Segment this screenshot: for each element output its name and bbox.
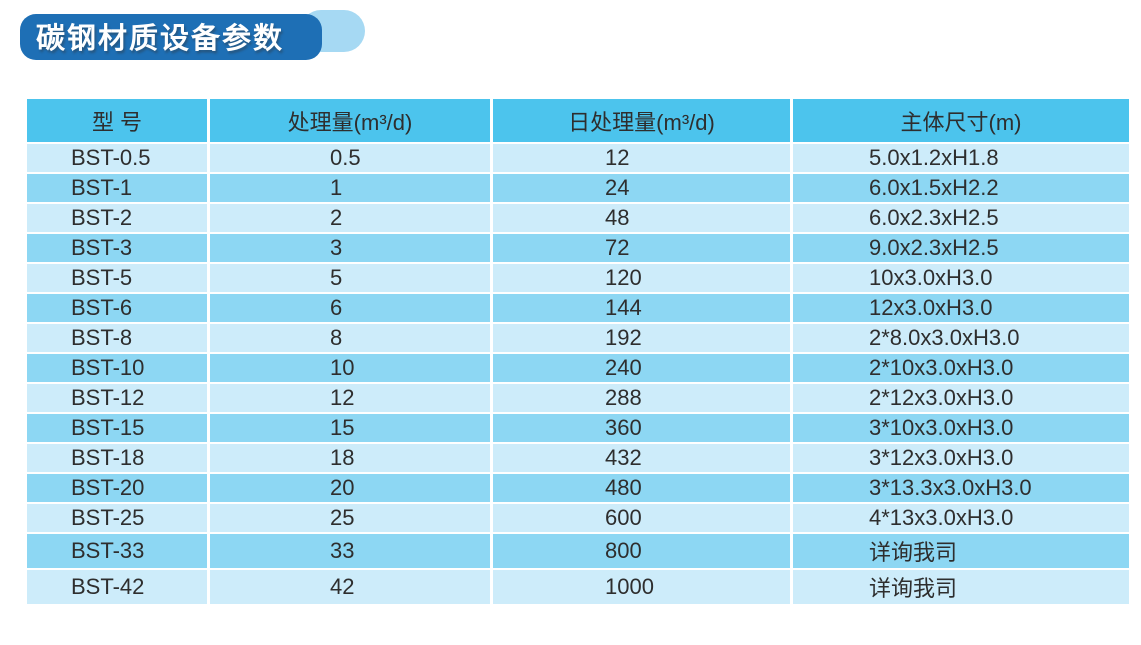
cell-capacity: 5: [207, 262, 493, 294]
cell-daily: 24: [490, 172, 793, 204]
column-header-model: 型 号: [24, 97, 210, 144]
spec-table: 型 号 处理量(m³/d) 日处理量(m³/d) 主体尺寸(m) BST-0.5…: [24, 97, 1132, 606]
cell-capacity: 1: [207, 172, 493, 204]
cell-model: BST-1: [24, 172, 210, 204]
page-title: 碳钢材质设备参数: [20, 14, 322, 60]
table-row: BST-20 20 480 3*13.3x3.0xH3.0: [24, 472, 1132, 504]
table-row: BST-12 12 288 2*12x3.0xH3.0: [24, 382, 1132, 414]
cell-daily: 480: [490, 472, 793, 504]
cell-capacity: 33: [207, 532, 493, 570]
cell-size: 2*10x3.0xH3.0: [790, 352, 1132, 384]
cell-capacity: 0.5: [207, 142, 493, 174]
cell-size: 9.0x2.3xH2.5: [790, 232, 1132, 264]
cell-size: 2*8.0x3.0xH3.0: [790, 322, 1132, 354]
cell-daily: 1000: [490, 568, 793, 606]
cell-capacity: 42: [207, 568, 493, 606]
cell-size: 3*10x3.0xH3.0: [790, 412, 1132, 444]
cell-size: 12x3.0xH3.0: [790, 292, 1132, 324]
cell-model: BST-2: [24, 202, 210, 234]
column-header-size: 主体尺寸(m): [790, 97, 1132, 144]
cell-capacity: 8: [207, 322, 493, 354]
cell-model: BST-33: [24, 532, 210, 570]
column-header-daily: 日处理量(m³/d): [490, 97, 793, 144]
table-row: BST-3 3 72 9.0x2.3xH2.5: [24, 232, 1132, 264]
table-row: BST-33 33 800 详询我司: [24, 532, 1132, 570]
cell-model: BST-5: [24, 262, 210, 294]
table-row: BST-5 5 120 10x3.0xH3.0: [24, 262, 1132, 294]
table-row: BST-2 2 48 6.0x2.3xH2.5: [24, 202, 1132, 234]
cell-size: 6.0x1.5xH2.2: [790, 172, 1132, 204]
table-row: BST-15 15 360 3*10x3.0xH3.0: [24, 412, 1132, 444]
cell-daily: 360: [490, 412, 793, 444]
cell-capacity: 12: [207, 382, 493, 414]
cell-capacity: 20: [207, 472, 493, 504]
cell-daily: 72: [490, 232, 793, 264]
column-header-capacity: 处理量(m³/d): [207, 97, 493, 144]
table-row: BST-10 10 240 2*10x3.0xH3.0: [24, 352, 1132, 384]
cell-daily: 120: [490, 262, 793, 294]
cell-model: BST-12: [24, 382, 210, 414]
table-row: BST-8 8 192 2*8.0x3.0xH3.0: [24, 322, 1132, 354]
cell-model: BST-10: [24, 352, 210, 384]
cell-daily: 800: [490, 532, 793, 570]
cell-daily: 12: [490, 142, 793, 174]
cell-size: 5.0x1.2xH1.8: [790, 142, 1132, 174]
cell-model: BST-15: [24, 412, 210, 444]
cell-size: 6.0x2.3xH2.5: [790, 202, 1132, 234]
cell-daily: 288: [490, 382, 793, 414]
cell-daily: 144: [490, 292, 793, 324]
cell-size: 详询我司: [790, 532, 1132, 570]
cell-capacity: 2: [207, 202, 493, 234]
table-row: BST-1 1 24 6.0x1.5xH2.2: [24, 172, 1132, 204]
cell-daily: 48: [490, 202, 793, 234]
cell-model: BST-42: [24, 568, 210, 606]
table-row: BST-6 6 144 12x3.0xH3.0: [24, 292, 1132, 324]
cell-model: BST-25: [24, 502, 210, 534]
table-row: BST-18 18 432 3*12x3.0xH3.0: [24, 442, 1132, 474]
table-row: BST-0.5 0.5 12 5.0x1.2xH1.8: [24, 142, 1132, 174]
cell-capacity: 10: [207, 352, 493, 384]
header-row: 型 号 处理量(m³/d) 日处理量(m³/d) 主体尺寸(m): [24, 97, 1132, 144]
cell-size: 4*13x3.0xH3.0: [790, 502, 1132, 534]
cell-model: BST-0.5: [24, 142, 210, 174]
cell-size: 详询我司: [790, 568, 1132, 606]
cell-capacity: 15: [207, 412, 493, 444]
cell-size: 2*12x3.0xH3.0: [790, 382, 1132, 414]
cell-capacity: 18: [207, 442, 493, 474]
table-body: BST-0.5 0.5 12 5.0x1.2xH1.8 BST-1 1 24 6.0x1.5x…: [24, 142, 1132, 606]
cell-size: 10x3.0xH3.0: [790, 262, 1132, 294]
cell-size: 3*12x3.0xH3.0: [790, 442, 1132, 474]
cell-model: BST-18: [24, 442, 210, 474]
cell-capacity: 25: [207, 502, 493, 534]
table-row: BST-42 42 1000 详询我司: [24, 568, 1132, 606]
cell-capacity: 6: [207, 292, 493, 324]
cell-daily: 600: [490, 502, 793, 534]
cell-model: BST-3: [24, 232, 210, 264]
cell-daily: 240: [490, 352, 793, 384]
table-header: 型 号 处理量(m³/d) 日处理量(m³/d) 主体尺寸(m): [24, 97, 1132, 144]
cell-size: 3*13.3x3.0xH3.0: [790, 472, 1132, 504]
cell-model: BST-6: [24, 292, 210, 324]
table-row: BST-25 25 600 4*13x3.0xH3.0: [24, 502, 1132, 534]
cell-capacity: 3: [207, 232, 493, 264]
cell-model: BST-20: [24, 472, 210, 504]
cell-model: BST-8: [24, 322, 210, 354]
cell-daily: 432: [490, 442, 793, 474]
cell-daily: 192: [490, 322, 793, 354]
